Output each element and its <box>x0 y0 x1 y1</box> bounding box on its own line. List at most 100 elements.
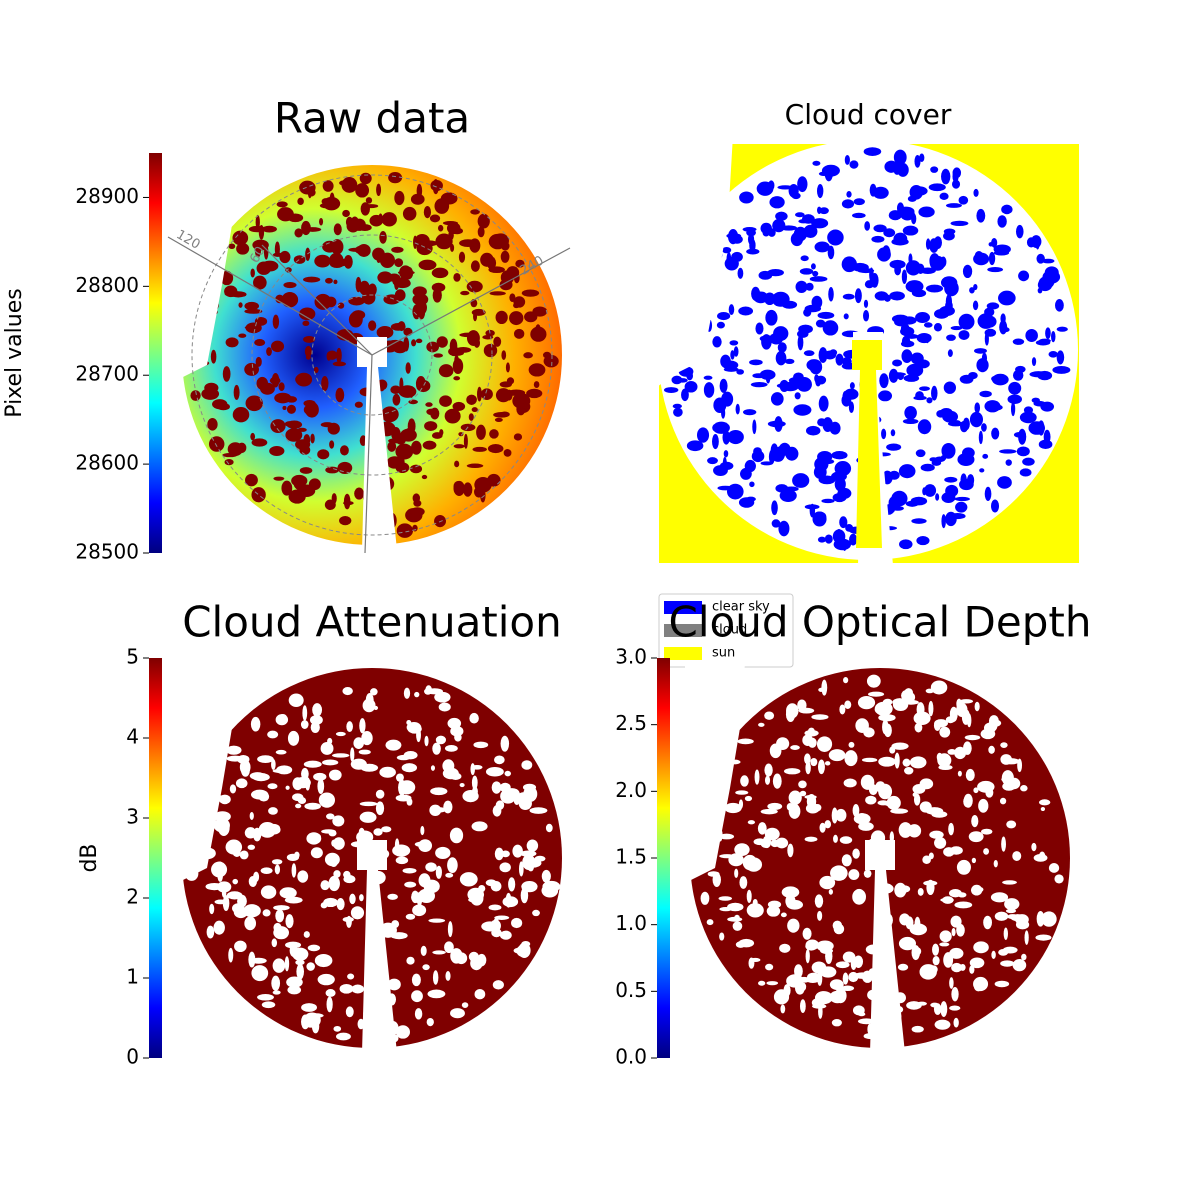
texture <box>871 235 885 243</box>
sun <box>856 370 882 548</box>
texture <box>1041 258 1055 264</box>
texture <box>815 991 831 1005</box>
texture <box>359 801 378 807</box>
texture <box>346 721 353 733</box>
texture <box>958 313 975 330</box>
texture <box>330 239 344 255</box>
texture <box>343 493 351 510</box>
colorbar-tick-label: 4 <box>126 725 139 749</box>
texture <box>874 291 889 301</box>
texture <box>213 818 230 833</box>
texture <box>505 362 510 373</box>
texture <box>964 734 981 741</box>
texture <box>775 211 788 221</box>
texture <box>505 892 512 908</box>
texture <box>387 893 398 900</box>
texture <box>395 856 409 865</box>
texture <box>1013 431 1026 438</box>
texture <box>232 230 249 246</box>
texture <box>883 228 896 238</box>
texture <box>435 846 451 859</box>
texture <box>474 989 486 1000</box>
polar-spoke <box>364 354 373 554</box>
texture <box>932 955 940 966</box>
texture <box>722 246 732 254</box>
texture <box>868 784 878 796</box>
texture <box>403 337 410 352</box>
texture <box>812 270 819 277</box>
texture <box>968 372 978 380</box>
texture <box>991 375 1000 382</box>
texture <box>293 476 306 490</box>
colorbar-tick-label: 5 <box>126 645 139 669</box>
texture <box>1026 237 1036 248</box>
texture <box>350 906 365 920</box>
texture <box>762 229 770 237</box>
texture <box>1023 406 1034 414</box>
texture <box>355 183 370 198</box>
texture <box>274 241 280 257</box>
polar-spoke <box>261 244 373 356</box>
texture <box>940 897 954 903</box>
texture <box>310 847 323 859</box>
texture <box>841 985 855 992</box>
texture <box>487 444 504 454</box>
texture <box>897 162 909 177</box>
texture <box>790 232 804 247</box>
texture <box>716 321 725 329</box>
texture <box>848 741 855 748</box>
texture <box>997 215 1007 228</box>
texture <box>934 719 948 728</box>
texture <box>882 719 889 735</box>
texture <box>468 951 479 962</box>
texture <box>898 936 916 951</box>
texture <box>929 253 940 269</box>
texture <box>286 976 303 988</box>
texture <box>899 539 913 550</box>
texture <box>376 326 394 339</box>
mask <box>357 840 397 1053</box>
texture <box>512 844 523 858</box>
texture <box>476 424 486 440</box>
texture <box>916 702 925 717</box>
texture <box>329 192 335 205</box>
texture <box>359 811 377 823</box>
texture <box>765 309 778 326</box>
texture <box>918 206 935 218</box>
texture <box>706 919 714 926</box>
texture <box>454 460 460 468</box>
texture <box>1004 898 1020 911</box>
texture <box>432 742 441 755</box>
texture <box>493 336 502 347</box>
texture <box>1031 357 1037 366</box>
texture <box>324 499 336 511</box>
texture <box>332 753 350 758</box>
texture <box>432 950 446 955</box>
texture <box>811 714 829 720</box>
texture <box>345 1006 354 1018</box>
texture <box>295 439 311 450</box>
texture <box>686 440 704 452</box>
texture <box>784 358 795 364</box>
texture <box>444 941 454 954</box>
texture <box>806 359 822 371</box>
texture <box>854 288 862 304</box>
texture <box>511 917 523 929</box>
texture <box>1010 401 1016 417</box>
texture <box>988 242 994 247</box>
plot-title: Cloud Attenuation <box>182 598 562 647</box>
texture <box>1001 836 1006 852</box>
texture <box>933 1003 942 1015</box>
texture <box>949 1005 961 1011</box>
texture <box>445 872 454 878</box>
texture <box>416 199 421 205</box>
texture <box>294 228 303 238</box>
polar-label: 60 <box>247 244 268 266</box>
texture <box>277 207 294 222</box>
texture <box>977 780 995 793</box>
texture <box>434 198 450 214</box>
texture <box>1051 331 1056 343</box>
texture <box>327 737 333 745</box>
texture <box>958 195 969 205</box>
texture <box>269 446 285 456</box>
